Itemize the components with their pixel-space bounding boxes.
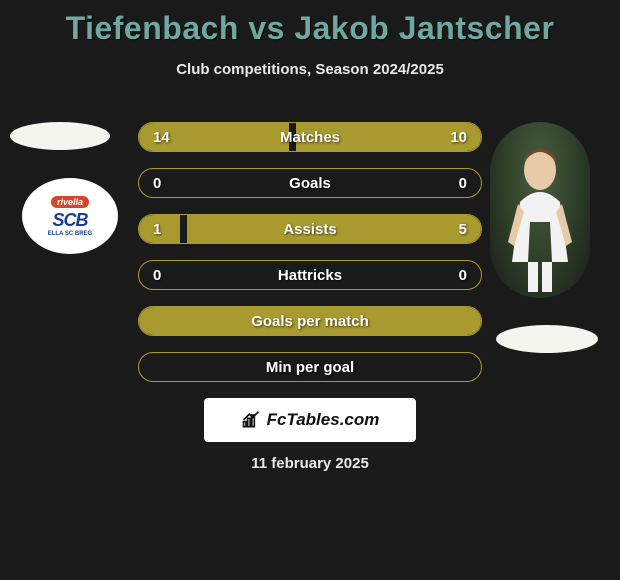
stat-label: Min per goal xyxy=(139,353,481,382)
stat-row: 15Assists xyxy=(138,214,482,244)
player-photo xyxy=(490,122,590,298)
footer-brand-text: FcTables.com xyxy=(267,410,380,430)
chart-icon xyxy=(241,410,261,430)
stat-label: Assists xyxy=(139,215,481,244)
left-flag-ellipse xyxy=(10,122,110,150)
date-label: 11 february 2025 xyxy=(0,455,620,472)
footer-brand: FcTables.com xyxy=(204,398,416,442)
stat-row: 00Hattricks xyxy=(138,260,482,290)
stat-label: Hattricks xyxy=(139,261,481,290)
club-logo: rivella SCB ELLA SC BREG xyxy=(22,178,118,254)
stat-row: Min per goal xyxy=(138,352,482,382)
stat-row: 00Goals xyxy=(138,168,482,198)
club-logo-brand: rivella xyxy=(51,196,89,208)
stat-label: Goals per match xyxy=(139,307,481,336)
stats-container: 1410Matches 00Goals 15Assists 00Hattricks Go… xyxy=(138,122,482,398)
right-flag-ellipse xyxy=(496,325,598,353)
club-logo-subtext: ELLA SC BREG xyxy=(48,231,92,237)
page-title: Tiefenbach vs Jakob Jantscher xyxy=(0,0,620,47)
stat-label: Goals xyxy=(139,169,481,198)
stat-row: 1410Matches xyxy=(138,122,482,152)
subtitle: Club competitions, Season 2024/2025 xyxy=(0,61,620,78)
stat-label: Matches xyxy=(139,123,481,152)
club-logo-initials: SCB xyxy=(52,210,87,231)
stat-row: Goals per match xyxy=(138,306,482,336)
